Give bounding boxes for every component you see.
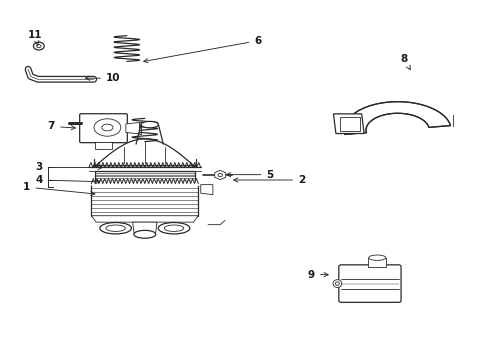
- Bar: [368, 258, 385, 267]
- Ellipse shape: [332, 280, 341, 288]
- Text: 7: 7: [47, 121, 75, 131]
- Ellipse shape: [158, 222, 189, 234]
- Ellipse shape: [33, 42, 44, 50]
- Ellipse shape: [106, 225, 125, 231]
- Bar: [339, 117, 360, 131]
- Polygon shape: [91, 216, 198, 222]
- FancyBboxPatch shape: [80, 114, 127, 143]
- Polygon shape: [333, 114, 364, 134]
- Text: 3: 3: [36, 162, 102, 172]
- Ellipse shape: [141, 121, 158, 128]
- Polygon shape: [214, 170, 225, 180]
- Text: 9: 9: [307, 270, 327, 280]
- Ellipse shape: [368, 255, 385, 260]
- Ellipse shape: [37, 44, 41, 48]
- Text: 10: 10: [85, 73, 120, 83]
- Polygon shape: [94, 139, 196, 167]
- FancyBboxPatch shape: [338, 265, 400, 302]
- Text: 6: 6: [143, 36, 261, 63]
- Ellipse shape: [218, 174, 222, 177]
- Bar: [91, 184, 198, 216]
- Polygon shape: [201, 185, 212, 195]
- Bar: [89, 162, 201, 169]
- Ellipse shape: [335, 282, 339, 285]
- Polygon shape: [95, 141, 112, 149]
- Text: 5: 5: [226, 170, 273, 180]
- Bar: [95, 171, 195, 184]
- Ellipse shape: [164, 225, 183, 231]
- Ellipse shape: [100, 222, 131, 234]
- Polygon shape: [344, 102, 449, 134]
- Ellipse shape: [94, 119, 121, 136]
- Ellipse shape: [134, 230, 156, 238]
- Text: 8: 8: [399, 54, 409, 69]
- Polygon shape: [125, 122, 139, 134]
- Text: 2: 2: [233, 175, 305, 185]
- Text: 1: 1: [23, 182, 95, 195]
- Polygon shape: [132, 222, 157, 234]
- Text: 4: 4: [35, 175, 100, 185]
- Ellipse shape: [102, 124, 113, 131]
- Text: 11: 11: [28, 30, 42, 46]
